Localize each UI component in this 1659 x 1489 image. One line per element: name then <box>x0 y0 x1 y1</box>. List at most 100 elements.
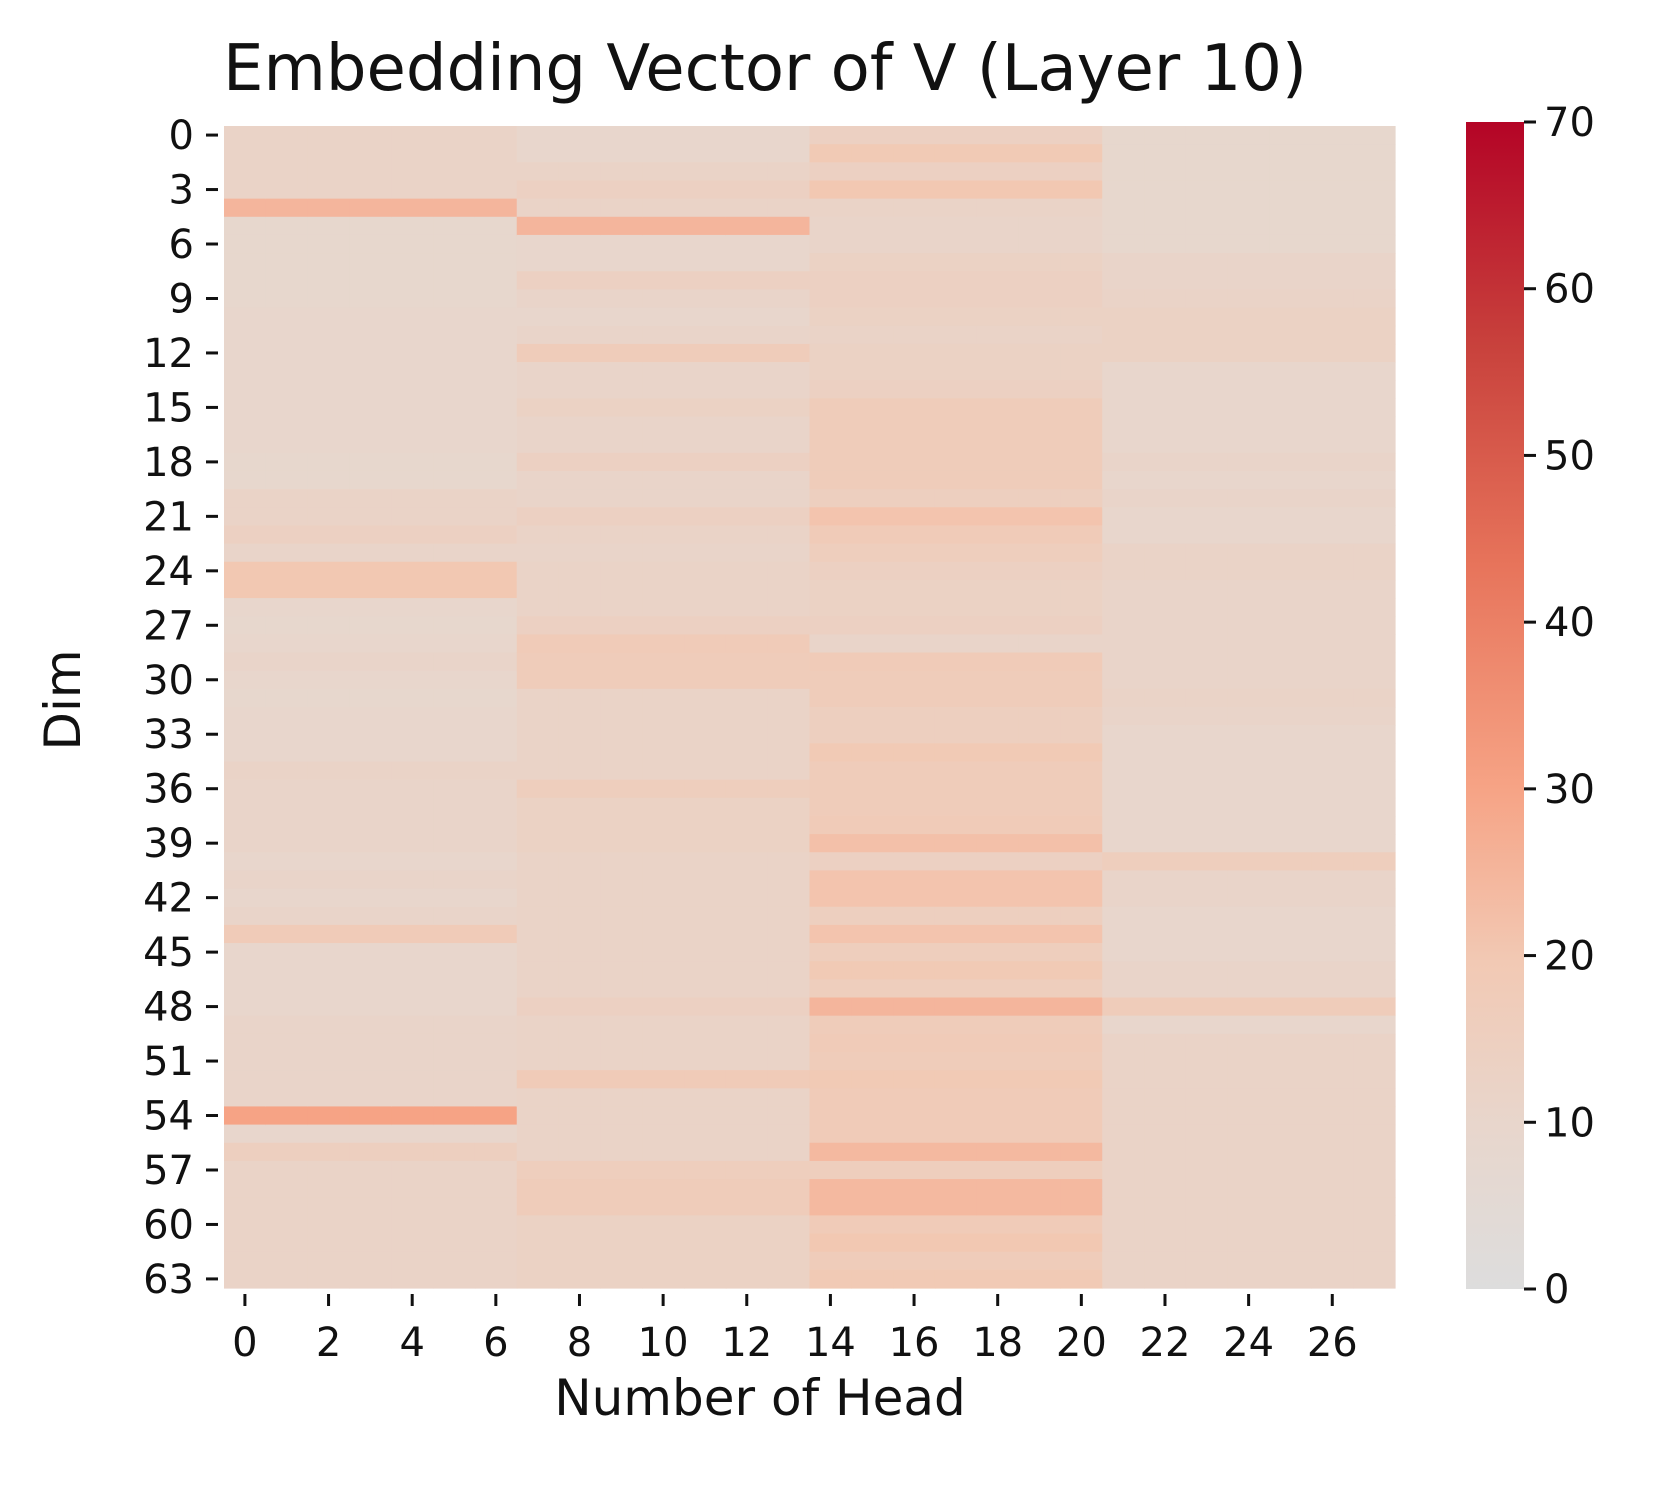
heatmap-cell <box>642 634 685 654</box>
heatmap-cell <box>851 961 894 980</box>
heatmap-cell <box>391 761 434 781</box>
heatmap-cell <box>851 561 894 581</box>
heatmap-cell <box>349 398 392 418</box>
heatmap-cell <box>307 1251 351 1271</box>
heatmap-cell <box>1185 416 1229 436</box>
heatmap-cell <box>934 924 978 944</box>
heatmap-cell <box>1353 234 1396 254</box>
heatmap-cell <box>224 1033 267 1053</box>
heatmap-cell <box>642 543 685 563</box>
heatmap-cell <box>600 253 643 272</box>
heatmap-cell <box>725 888 769 908</box>
heatmap-cell <box>851 725 894 744</box>
heatmap-cell <box>1311 1070 1354 1089</box>
heatmap-cell <box>1227 1124 1271 1144</box>
heatmap-cell <box>767 888 811 908</box>
heatmap-cell <box>976 1142 1020 1162</box>
heatmap-cell <box>934 652 978 672</box>
heatmap-cell <box>516 470 560 490</box>
heatmap-cell <box>391 1251 434 1271</box>
heatmap-cell <box>1060 579 1103 599</box>
heatmap-cell <box>1018 216 1062 236</box>
heatmap-cell <box>725 688 769 708</box>
heatmap-cell <box>516 634 560 654</box>
heatmap-cell <box>224 888 267 908</box>
heatmap-cell <box>976 1033 1020 1053</box>
heatmap-cell <box>349 961 392 980</box>
heatmap-cell <box>433 162 476 182</box>
heatmap-cell <box>893 452 936 472</box>
heatmap-cell <box>851 1160 894 1180</box>
heatmap-cell <box>265 616 309 635</box>
heatmap-cell <box>265 561 309 581</box>
heatmap-cell <box>684 1033 727 1053</box>
heatmap-cell <box>1353 707 1396 726</box>
heatmap-cell <box>474 1033 518 1053</box>
heatmap-cell <box>809 761 852 781</box>
heatmap-cell <box>1353 1051 1396 1071</box>
heatmap-cell <box>1144 1106 1187 1126</box>
heatmap-cell <box>224 906 267 926</box>
heatmap-cell <box>976 1015 1020 1035</box>
heatmap-cell <box>725 289 769 309</box>
heatmap-cell <box>1102 815 1145 835</box>
heatmap-cell <box>474 779 518 799</box>
heatmap-cell <box>474 761 518 781</box>
heatmap-cell <box>474 144 518 163</box>
y-tick-label: 45 <box>143 930 194 976</box>
heatmap-cell <box>1060 688 1103 708</box>
heatmap-cell <box>265 144 309 163</box>
heatmap-cell <box>1311 779 1354 799</box>
heatmap-cell <box>1060 1124 1103 1144</box>
heatmap-cell <box>934 271 978 291</box>
heatmap-cell <box>1227 815 1271 835</box>
heatmap-cell <box>1227 834 1271 853</box>
heatmap-cell <box>391 924 434 944</box>
heatmap-cell <box>1060 743 1103 763</box>
heatmap-cell <box>767 525 811 545</box>
heatmap-cell <box>684 198 727 218</box>
heatmap-cell <box>558 888 601 908</box>
heatmap-cell <box>976 162 1020 182</box>
heatmap-cell <box>1144 598 1187 617</box>
heatmap-cell <box>934 1088 978 1108</box>
heatmap-cell <box>1311 961 1354 980</box>
heatmap-cell <box>349 1179 392 1198</box>
heatmap-cell <box>1102 924 1145 944</box>
heatmap-cell <box>1353 343 1396 363</box>
heatmap-cell <box>224 598 267 617</box>
heatmap-cell <box>516 1088 560 1108</box>
heatmap-cell <box>893 543 936 563</box>
heatmap-cell <box>307 1051 351 1071</box>
heatmap-cell <box>1227 616 1271 635</box>
heatmap-cell <box>391 870 434 890</box>
heatmap-cell <box>1311 598 1354 617</box>
heatmap-cell <box>433 1015 476 1035</box>
heatmap-cell <box>516 1251 560 1271</box>
heatmap-cell <box>307 253 351 272</box>
heatmap-cell <box>1060 398 1103 418</box>
heatmap-cell <box>642 234 685 254</box>
heatmap-cell <box>265 234 309 254</box>
heatmap-cell <box>1311 525 1354 545</box>
heatmap-cell <box>1269 525 1312 545</box>
heatmap-cell <box>934 289 978 309</box>
heatmap-cell <box>851 1106 894 1126</box>
heatmap-cell <box>642 997 685 1017</box>
heatmap-cell <box>433 198 476 218</box>
heatmap-cell <box>224 452 267 472</box>
heatmap-cell <box>558 416 601 436</box>
heatmap-cell <box>307 761 351 781</box>
heatmap-cell <box>1269 779 1312 799</box>
heatmap-cell <box>893 797 936 817</box>
heatmap-cell <box>558 343 601 363</box>
heatmap-cell <box>851 761 894 781</box>
heatmap-cell <box>516 1142 560 1162</box>
heatmap-cell <box>558 1142 601 1162</box>
heatmap-cell <box>1269 997 1312 1017</box>
heatmap-cell <box>433 888 476 908</box>
heatmap-cell <box>1311 1160 1354 1180</box>
heatmap-cell <box>516 870 560 890</box>
heatmap-cell <box>391 126 434 145</box>
heatmap-cell <box>1227 234 1271 254</box>
